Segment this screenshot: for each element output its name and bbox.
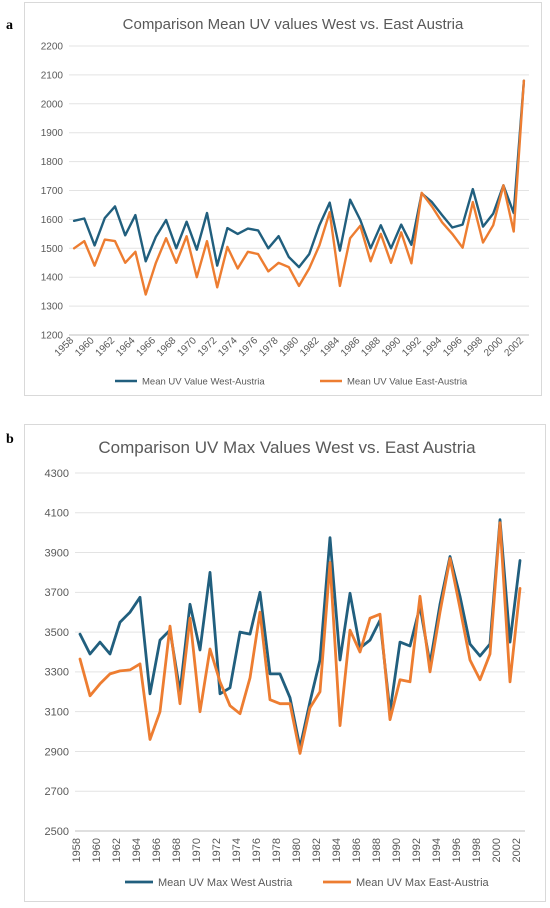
panel-label-a: a bbox=[6, 18, 13, 33]
chart-b: Comparison UV Max Values West vs. East A… bbox=[24, 424, 546, 902]
x-tick-label: 1984 bbox=[318, 335, 342, 359]
y-tick-label: 2500 bbox=[45, 826, 69, 838]
x-tick-label: 1974 bbox=[216, 335, 240, 359]
x-tick-label: 1962 bbox=[94, 335, 118, 359]
x-tick-label: 1980 bbox=[291, 838, 303, 862]
chart-b-svg: Comparison UV Max Values West vs. East A… bbox=[45, 438, 525, 889]
x-tick-label: 1992 bbox=[400, 335, 424, 359]
x-tick-label: 1976 bbox=[237, 335, 261, 359]
y-tick-label: 3500 bbox=[45, 627, 69, 639]
x-tick-label: 2000 bbox=[482, 335, 506, 359]
x-tick-label: 1958 bbox=[71, 838, 83, 862]
y-tick-label: 4300 bbox=[45, 468, 69, 480]
x-tick-label: 1990 bbox=[391, 838, 403, 862]
chart-title: Comparison UV Max Values West vs. East A… bbox=[98, 438, 476, 457]
x-tick-label: 1996 bbox=[451, 838, 463, 862]
x-tick-label: 1978 bbox=[271, 838, 283, 862]
legend-label-east: Mean UV Max East-Austria bbox=[356, 877, 490, 889]
x-tick-label: 1988 bbox=[371, 838, 383, 862]
x-tick-label: 1992 bbox=[411, 838, 423, 862]
chart-a-svg: Comparison Mean UV values West vs. East … bbox=[41, 16, 529, 387]
y-tick-label: 2900 bbox=[45, 746, 69, 758]
legend-label-east: Mean UV Value East-Austria bbox=[347, 376, 468, 387]
chart-title: Comparison Mean UV values West vs. East … bbox=[123, 16, 464, 33]
legend-label-west: Mean UV Max West Austria bbox=[158, 877, 293, 889]
x-tick-label: 1990 bbox=[380, 335, 404, 359]
y-tick-label: 3700 bbox=[45, 587, 69, 599]
y-tick-label: 1800 bbox=[41, 157, 64, 168]
x-tick-label: 1994 bbox=[431, 838, 443, 862]
x-tick-label: 1998 bbox=[462, 335, 486, 359]
y-tick-label: 2000 bbox=[41, 99, 64, 110]
x-tick-label: 1968 bbox=[155, 335, 179, 359]
y-tick-label: 1300 bbox=[41, 302, 64, 313]
x-tick-label: 1986 bbox=[351, 838, 363, 862]
x-tick-label: 1986 bbox=[339, 335, 363, 359]
y-tick-label: 1400 bbox=[41, 273, 64, 284]
x-tick-label: 1974 bbox=[231, 838, 243, 862]
x-tick-label: 1970 bbox=[191, 838, 203, 862]
series-line-west bbox=[72, 79, 526, 269]
y-tick-label: 1600 bbox=[41, 215, 64, 226]
x-tick-label: 1998 bbox=[471, 838, 483, 862]
x-tick-label: 1988 bbox=[359, 335, 383, 359]
x-tick-label: 1982 bbox=[298, 335, 322, 359]
x-tick-label: 1964 bbox=[131, 838, 143, 862]
x-tick-label: 1972 bbox=[196, 335, 220, 359]
x-tick-label: 1972 bbox=[211, 838, 223, 862]
series-line-east bbox=[72, 79, 526, 296]
y-tick-label: 2700 bbox=[45, 786, 69, 798]
x-tick-label: 1978 bbox=[257, 335, 281, 359]
chart-a: Comparison Mean UV values West vs. East … bbox=[24, 2, 542, 396]
x-tick-label: 1960 bbox=[73, 335, 97, 359]
y-tick-label: 4100 bbox=[45, 508, 69, 520]
x-tick-label: 1962 bbox=[111, 838, 123, 862]
legend-label-west: Mean UV Value West-Austria bbox=[142, 376, 265, 387]
y-tick-label: 1900 bbox=[41, 128, 64, 139]
y-tick-label: 2100 bbox=[41, 70, 64, 81]
y-tick-label: 1500 bbox=[41, 244, 64, 255]
x-tick-label: 1968 bbox=[171, 838, 183, 862]
y-tick-label: 3300 bbox=[45, 667, 69, 679]
x-tick-label: 1964 bbox=[114, 335, 138, 359]
x-tick-label: 1970 bbox=[175, 335, 199, 359]
y-tick-label: 3900 bbox=[45, 547, 69, 559]
x-tick-label: 2002 bbox=[502, 335, 526, 359]
panel-label-b: b bbox=[6, 432, 14, 447]
series-line-east bbox=[78, 521, 522, 755]
x-tick-label: 1994 bbox=[421, 335, 445, 359]
x-tick-label: 1984 bbox=[331, 838, 343, 862]
y-tick-label: 2200 bbox=[41, 42, 64, 53]
y-tick-label: 1700 bbox=[41, 186, 64, 197]
x-tick-label: 1980 bbox=[278, 335, 302, 359]
x-tick-label: 1960 bbox=[91, 838, 103, 862]
x-tick-label: 1996 bbox=[441, 335, 465, 359]
x-tick-label: 2002 bbox=[511, 838, 523, 862]
y-tick-label: 1200 bbox=[41, 331, 64, 342]
x-tick-label: 1966 bbox=[151, 838, 163, 862]
x-tick-label: 1982 bbox=[311, 838, 323, 862]
x-tick-label: 2000 bbox=[491, 838, 503, 862]
x-tick-label: 1966 bbox=[134, 335, 158, 359]
x-tick-label: 1976 bbox=[251, 838, 263, 862]
y-tick-label: 3100 bbox=[45, 707, 69, 719]
